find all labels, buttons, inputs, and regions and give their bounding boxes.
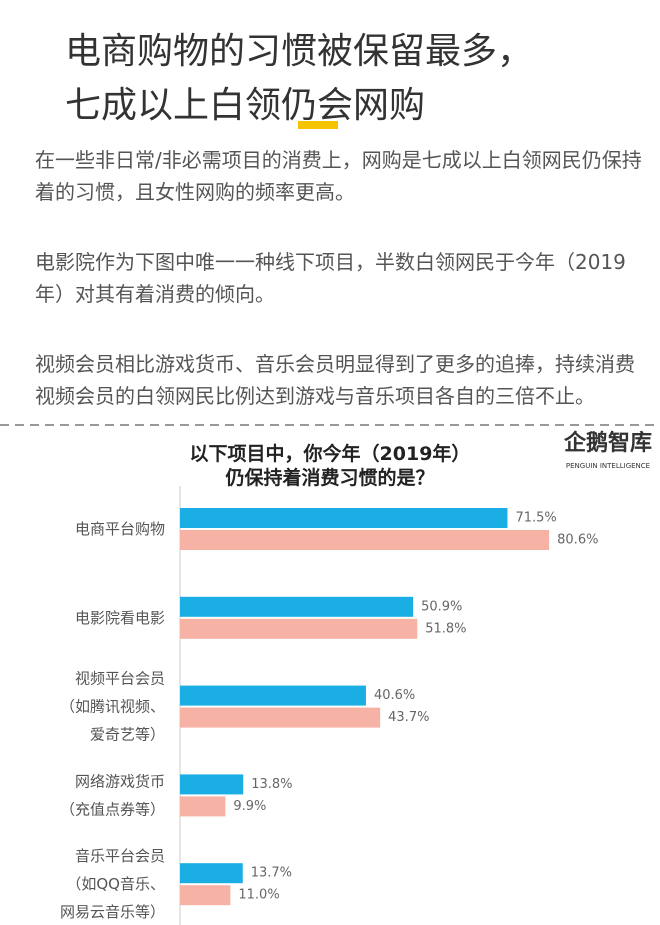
bar — [180, 885, 231, 906]
chart-title: 以下项目中，你今年（2019年）仍保持着消费习惯的是？ — [190, 442, 471, 489]
value-label: 71.5% — [515, 511, 556, 526]
highlight — [298, 121, 338, 129]
value-label: 13.8% — [251, 777, 292, 792]
title-line: 电商购物的习惯被保留最多， — [65, 31, 534, 72]
category-label: 电商平台购物 — [75, 520, 165, 538]
bar — [180, 596, 414, 617]
paragraph: 在一些非日常/非必需项目的消费上，网购是七成以上白领网民仍保持着的习惯，且女性网… — [35, 148, 642, 204]
category-label: 视频平台会员（如腾讯视频、爱奇艺等） — [60, 669, 165, 743]
value-label: 50.9% — [421, 599, 462, 614]
paragraph: 电影院作为下图中唯一一种线下项目，半数白领网民于今年（2019年）对其有着消费的… — [35, 250, 626, 306]
logo-subtitle: PENGUIN INTELLIGENCE — [566, 462, 650, 470]
bar — [180, 796, 226, 817]
value-label: 43.7% — [388, 710, 429, 725]
bar — [180, 530, 550, 550]
value-label: 13.7% — [251, 866, 292, 881]
bar — [180, 707, 381, 728]
value-label: 40.6% — [374, 688, 415, 703]
value-label: 11.0% — [238, 888, 279, 903]
bar — [180, 618, 418, 639]
bar — [180, 863, 243, 884]
value-label: 9.9% — [233, 799, 266, 814]
value-label: 80.6% — [557, 533, 598, 548]
value-label: 51.8% — [425, 621, 466, 636]
category-label: 音乐平台会员（如QQ音乐、网易云音乐等） — [60, 847, 165, 921]
category-label: 电影院看电影 — [75, 608, 165, 626]
paragraph: 视频会员相比游戏货币、音乐会员明显得到了更多的追捧，持续消费视频会员的白领网民比… — [35, 352, 635, 408]
logo: 企鹅智库 — [563, 430, 652, 456]
title-line: 七成以上白领仍会网购 — [65, 85, 426, 126]
bar — [180, 508, 508, 528]
bar — [180, 774, 244, 795]
category-label: 网络游戏货币（充值点券等） — [60, 772, 165, 818]
bar — [180, 685, 366, 706]
